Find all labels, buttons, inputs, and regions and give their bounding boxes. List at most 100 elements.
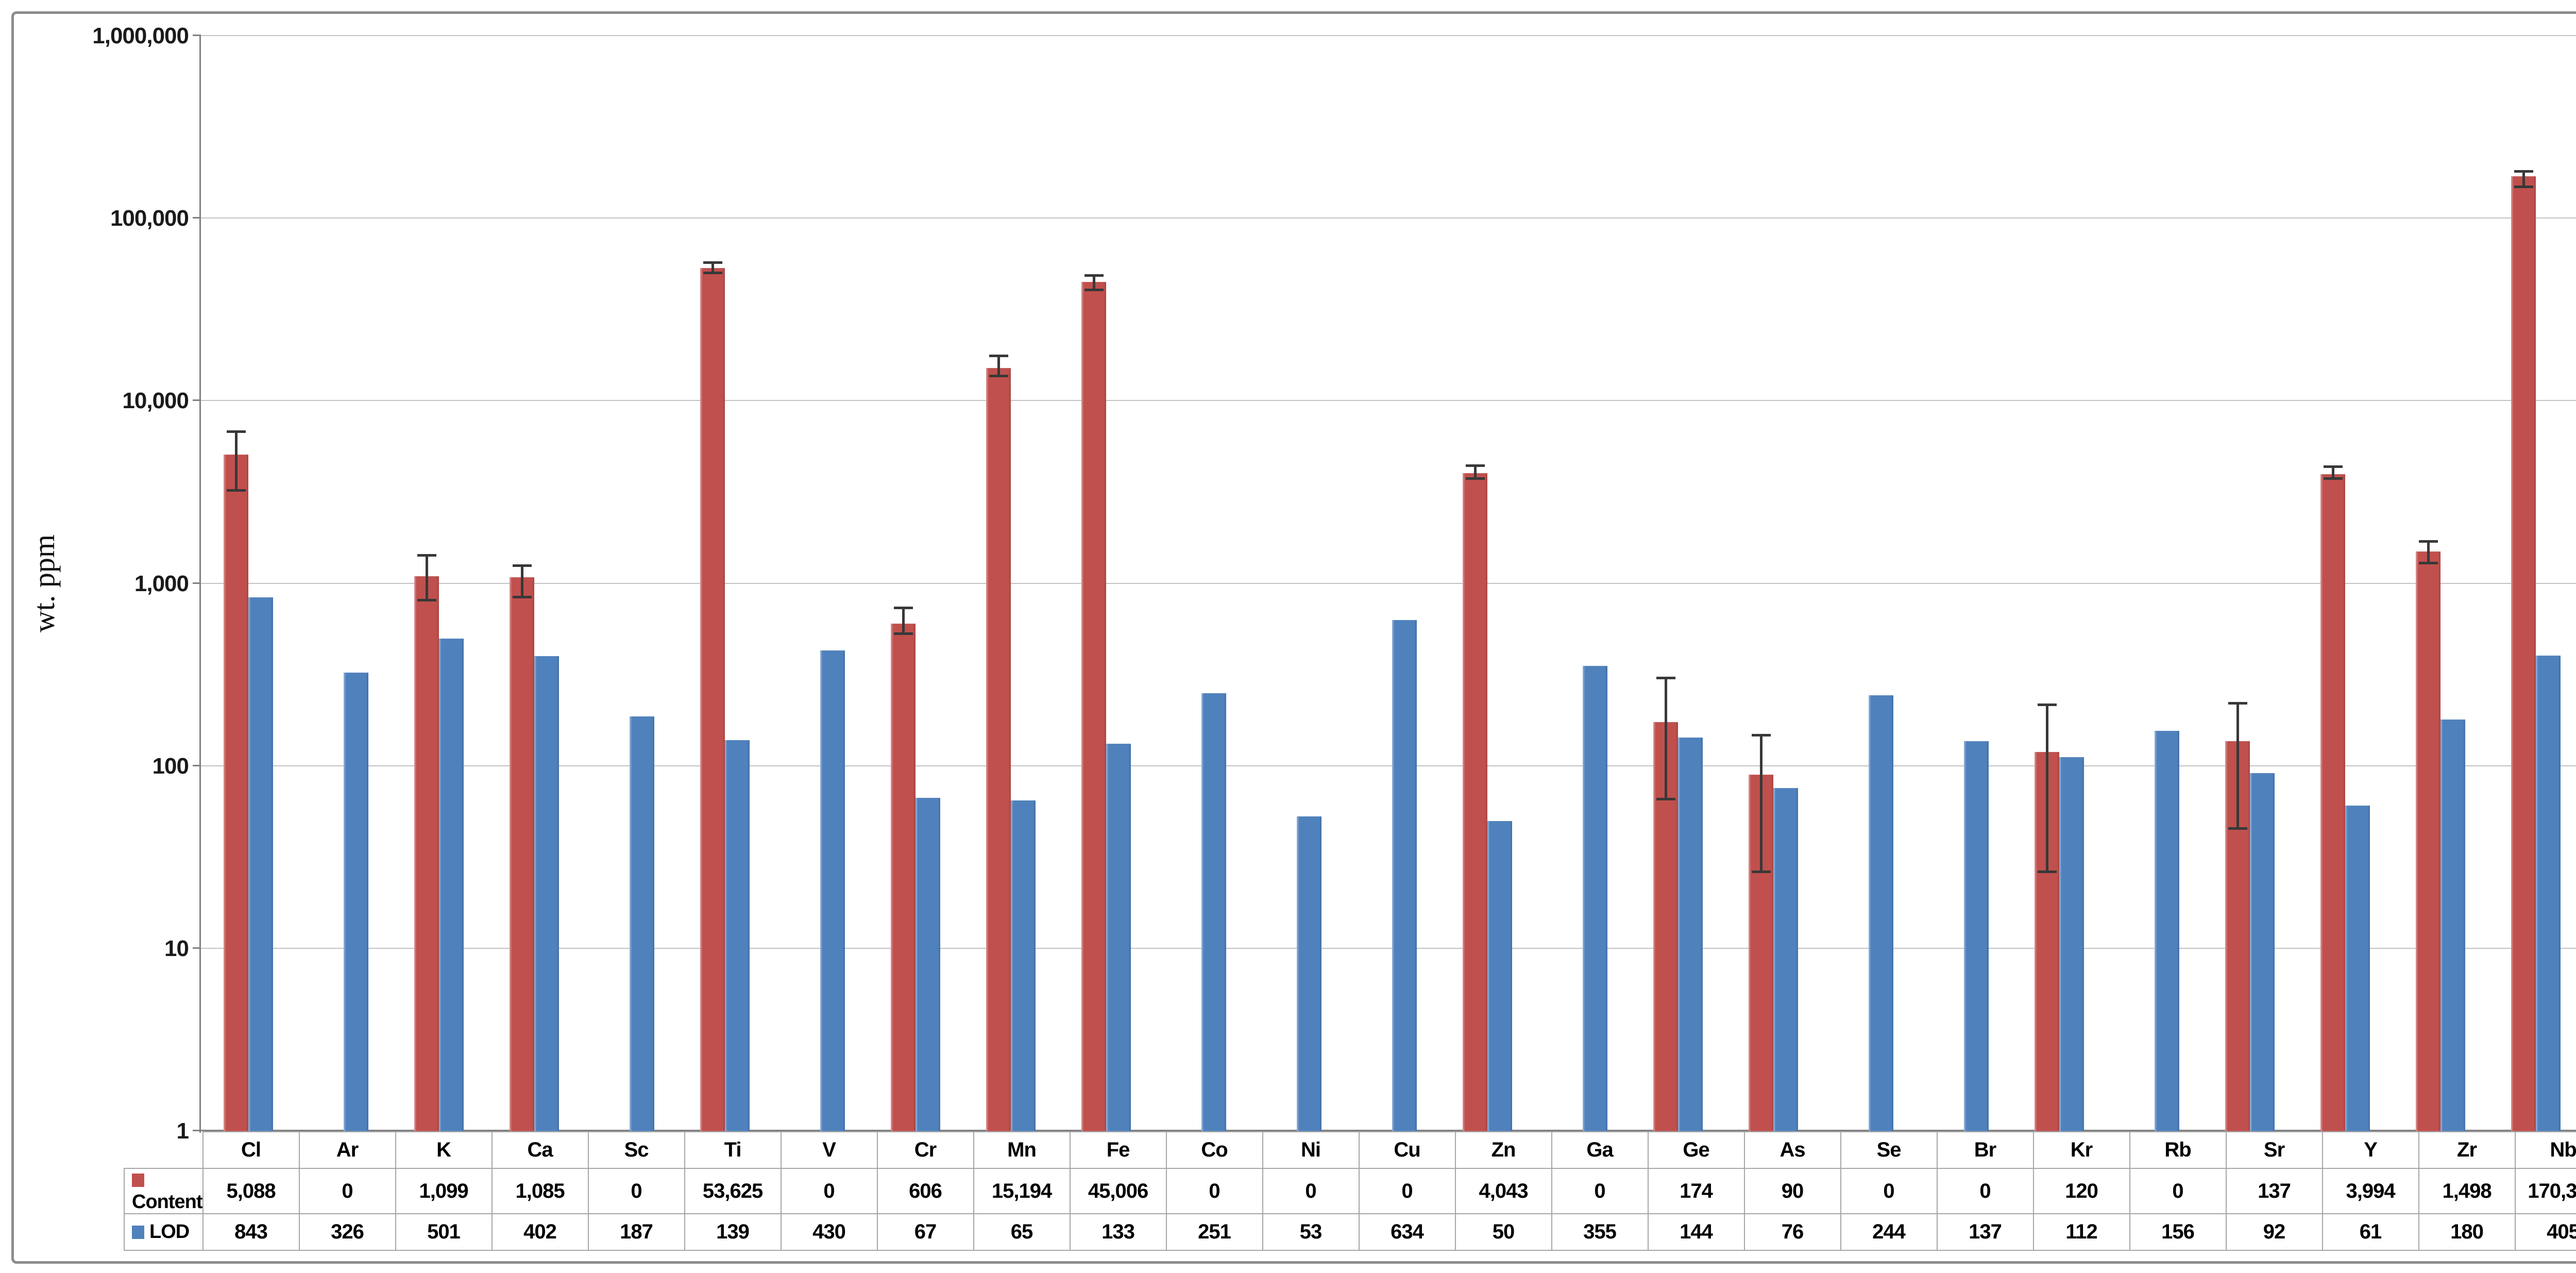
lod-value-cell: 76 [1743,1213,1841,1251]
content-value-cell: 170,337 [2514,1168,2576,1214]
lod-bar-Ti [725,740,750,1131]
bar-group-Sr [2202,36,2298,1131]
error-bar-stem [1474,464,1477,480]
lod-value-cell: 53 [1262,1213,1360,1251]
lod-value-cell: 430 [780,1213,878,1251]
y-axis-tick [193,947,201,949]
error-bar-Ge [1656,676,1675,800]
element-header-cell: Ti [684,1131,782,1169]
content-value-cell: 0 [298,1168,396,1214]
lod-bar-Cr [916,798,940,1131]
element-header-cell: V [780,1131,878,1169]
content-value-cell: 606 [876,1168,974,1214]
gridline-10e5 [201,217,2576,219]
error-bar-cap-top [1084,274,1104,277]
error-bar-cap-top [513,564,532,567]
error-bar-cap-bottom [2228,827,2247,830]
error-bar-K [417,554,436,601]
gridline-10e2 [201,765,2576,766]
error-bar-stem [1093,274,1095,292]
lod-value-cell: 244 [1840,1213,1938,1251]
bar-group-Cu [1345,36,1440,1131]
legend-cell-lod: LOD [124,1213,204,1251]
bar-group-Ti [677,36,773,1131]
error-bar-Sr [2228,701,2247,830]
element-header-cell: Zn [1454,1131,1552,1169]
y-axis-tick [193,35,201,36]
bar-group-Ni [1249,36,1345,1131]
bar-group-K [392,36,487,1131]
error-bar-cap-bottom [703,272,722,275]
element-header-cell: Ni [1262,1131,1360,1169]
lod-bar-Co [1201,693,1226,1131]
y-axis-tick-label: 100,000 [110,206,189,231]
content-value-cell: 174 [1647,1168,1745,1214]
bar-group-Fe [1059,36,1154,1131]
bar-group-Sc [582,36,677,1131]
element-header-cell: Fe [1069,1131,1167,1169]
lod-value-cell: 112 [2032,1213,2130,1251]
y-axis-tick [193,1130,201,1131]
content-bar-Cl [224,455,248,1131]
error-bar-stem [2332,465,2334,480]
element-header-cell: Ga [1551,1131,1649,1169]
y-axis-tick-label: 1,000 [134,571,189,596]
lod-bar-Ar [344,672,368,1131]
lod-value-cell: 67 [876,1213,974,1251]
lod-value-cell: 137 [1936,1213,2034,1251]
lod-value-cell: 144 [1647,1213,1745,1251]
y-axis-tick [193,399,201,401]
error-bar-cap-bottom [2324,477,2343,480]
error-bar-cap-bottom [1084,289,1104,292]
lod-value-cell: 187 [587,1213,685,1251]
lod-value-cell: 634 [1358,1213,1456,1251]
lod-bar-Sc [630,716,654,1131]
error-bar-stem [1760,734,1762,873]
lod-bar-K [439,638,464,1131]
lod-legend-swatch-icon [132,1226,144,1239]
bar-group-Y [2298,36,2393,1131]
error-bar-cap-top [703,261,722,264]
y-axis-tick-label: 1 [176,1118,190,1144]
gridline-10e3 [201,582,2576,584]
element-header-cell: As [1743,1131,1841,1169]
content-value-cell: 3,994 [2321,1168,2419,1214]
content-bar-Ti [700,268,725,1131]
lod-bar-Se [1869,695,1893,1131]
lod-bar-Ge [1678,737,1703,1131]
error-bar-Mn [989,354,1008,378]
element-header-cell: Se [1840,1131,1938,1169]
error-bar-stem [1665,676,1667,800]
element-header-cell: Nb [2514,1131,2576,1169]
y-axis-line [199,36,201,1133]
element-header-cell: Ar [298,1131,396,1169]
lod-bar-Nb [2536,655,2561,1131]
error-bar-stem [426,554,428,601]
error-bar-Ca [513,564,532,599]
error-bar-cap-bottom [1656,797,1675,800]
error-bar-Cl [227,430,246,492]
content-value-cell: 90 [1743,1168,1841,1214]
error-bar-stem [2046,703,2048,873]
error-bar-cap-top [1752,734,1771,737]
error-bar-cap-top [1466,464,1485,467]
bar-group-Rb [2107,36,2202,1131]
element-header-cell: Cu [1358,1131,1456,1169]
error-bar-cap-top [417,554,436,557]
table-row-lod: LOD 843 326 501 402 187 139 430 67 65 133 251 53 634 5… [124,1213,2576,1251]
error-bar-cap-bottom [227,489,246,492]
content-value-cell: 53,625 [684,1168,782,1214]
error-bar-Y [2324,465,2343,480]
content-bar-K [414,576,439,1131]
lod-value-cell: 402 [491,1213,589,1251]
lod-value-cell: 156 [2129,1213,2227,1251]
lod-bar-Ga [1583,665,1607,1131]
lod-value-cell: 355 [1551,1213,1649,1251]
error-bar-Nb [2514,170,2533,188]
error-bar-cap-top [894,606,913,609]
bar-group-Br [1917,36,2012,1131]
gridline-10e0 [201,1130,2576,1131]
error-bar-cap-bottom [2514,185,2533,188]
bar-group-Se [1821,36,1917,1131]
content-value-cell: 0 [1358,1168,1456,1214]
